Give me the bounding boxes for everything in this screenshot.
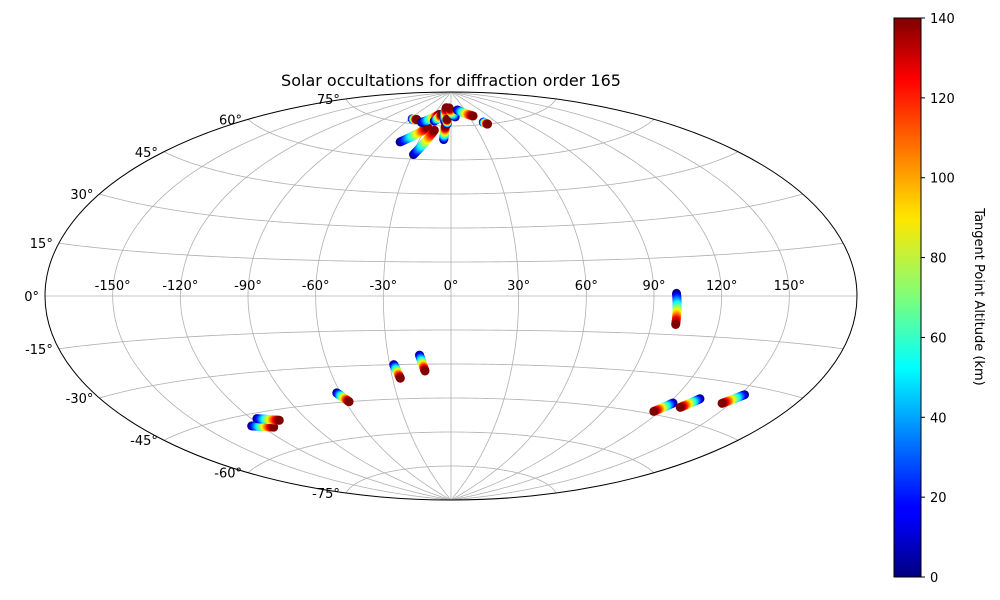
- lon-tick-label: -90°: [234, 279, 262, 294]
- colorbar-gradient: [893, 17, 922, 578]
- meridian-line: [450, 92, 655, 500]
- occultation-track: [407, 114, 422, 124]
- occultation-point: [675, 402, 685, 412]
- lat-tick-label: -15°: [25, 343, 53, 358]
- lon-tick-label: -30°: [369, 279, 397, 294]
- occultation-point: [649, 406, 659, 416]
- occultation-point: [444, 103, 454, 113]
- occultation-point: [483, 119, 493, 129]
- lat-tick-label: -30°: [66, 392, 94, 407]
- colorbar-tick-label: 0: [930, 571, 938, 586]
- occultation-point: [269, 422, 279, 432]
- occultation-point: [468, 111, 478, 121]
- lat-tick-label: 45°: [135, 146, 158, 161]
- meridian-line: [112, 92, 452, 500]
- occultation-point: [717, 398, 727, 408]
- lat-tick-label: 15°: [30, 237, 53, 252]
- lon-tick-label: 90°: [642, 279, 665, 294]
- occultation-track: [389, 360, 405, 383]
- lat-tick-label: 30°: [70, 188, 93, 203]
- meridian-line: [247, 92, 452, 500]
- occultation-track: [717, 390, 750, 408]
- occultation-track: [252, 414, 284, 425]
- occultation-track: [478, 117, 493, 129]
- occultation-track: [649, 398, 678, 416]
- colorbar-ticks: 0 20 40 60 80 100 120 140: [921, 12, 955, 586]
- colorbar-label: Tangent Point Altitude (km): [971, 207, 986, 385]
- occultation-track: [409, 125, 439, 160]
- meridian-line: [382, 92, 452, 500]
- lat-tick-label: -75°: [312, 487, 340, 502]
- occultation-points: [247, 103, 750, 432]
- occultation-point: [429, 125, 439, 135]
- lon-tick-label: -150°: [95, 279, 131, 294]
- occultation-point: [274, 415, 284, 425]
- occultation-track: [675, 394, 705, 412]
- map-grid: [45, 92, 857, 500]
- occultation-track: [332, 388, 354, 407]
- colorbar-tick-label: 60: [930, 331, 947, 346]
- lon-tick-label: 120°: [706, 279, 737, 294]
- occultation-track: [415, 350, 430, 376]
- lon-tick-label: 0°: [444, 279, 459, 294]
- occultation-point: [344, 397, 354, 407]
- lon-tick-label: 30°: [507, 279, 530, 294]
- occultation-track: [247, 421, 279, 432]
- latitude-tick-labels: 75° 60° 45° 30° 15° 0° -15° -30° -45° -60° -75°: [24, 93, 340, 502]
- colorbar-tick-label: 40: [930, 411, 947, 426]
- occultation-point: [395, 373, 405, 383]
- meridian-line: [450, 92, 790, 500]
- longitude-tick-labels: -150° -120° -90° -60° -30° 0° 30° 60° 90° 120° 150…: [95, 279, 805, 294]
- colorbar-tick-label: 120: [930, 92, 955, 107]
- lon-tick-label: -120°: [162, 279, 198, 294]
- colorbar-tick-label: 100: [930, 172, 955, 187]
- meridian-line: [450, 92, 520, 500]
- lat-tick-label: 75°: [317, 93, 340, 108]
- colorbar-tick-label: 140: [930, 12, 955, 27]
- lon-tick-label: -60°: [302, 279, 330, 294]
- lat-tick-label: -60°: [214, 467, 242, 482]
- lon-tick-label: 60°: [575, 279, 598, 294]
- meridian-line: [179, 92, 452, 500]
- meridian-line: [450, 92, 723, 500]
- occultation-track: [442, 114, 452, 129]
- lat-tick-label: -45°: [130, 434, 158, 449]
- lat-tick-label: 0°: [24, 290, 39, 305]
- occultation-track: [671, 288, 682, 329]
- occultation-point: [671, 319, 681, 329]
- colorbar-tick-label: 80: [930, 252, 947, 267]
- chart-title: Solar occultations for diffraction order…: [281, 71, 621, 90]
- occultation-point: [420, 366, 430, 376]
- colorbar: 0 20 40 60 80 100 120 140 Tangent Point Altitud…: [893, 12, 986, 586]
- meridian-line: [450, 92, 587, 500]
- occultation-track: [444, 103, 460, 122]
- lon-tick-label: 150°: [774, 279, 805, 294]
- map-outline: [44, 91, 858, 501]
- lat-tick-label: 60°: [219, 113, 242, 128]
- occultation-track: [452, 105, 478, 121]
- colorbar-tick-label: 20: [930, 491, 947, 506]
- meridian-line: [315, 92, 452, 500]
